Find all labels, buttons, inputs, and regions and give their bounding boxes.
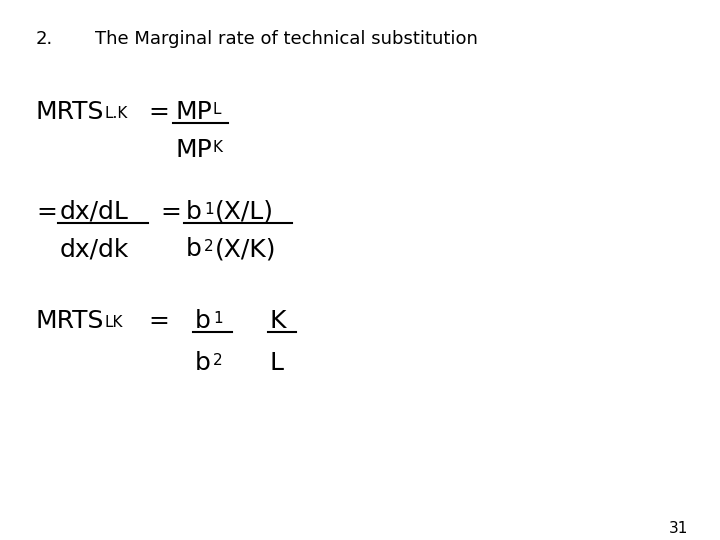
Text: dx/dL: dx/dL [60, 200, 129, 224]
Text: MP: MP [175, 100, 212, 124]
Text: The Marginal rate of technical substitution: The Marginal rate of technical substitut… [95, 30, 478, 48]
Text: 1: 1 [204, 201, 214, 217]
Text: LK: LK [105, 315, 124, 330]
Text: L: L [213, 102, 222, 117]
Text: 2.: 2. [36, 30, 53, 48]
Text: (X/L): (X/L) [215, 200, 274, 224]
Text: =: = [148, 100, 169, 124]
Text: L: L [270, 351, 284, 375]
Text: b: b [186, 200, 202, 224]
Text: =: = [148, 309, 169, 333]
Text: L.K: L.K [105, 106, 128, 121]
Text: 1: 1 [213, 312, 222, 326]
Text: dx/dk: dx/dk [60, 238, 130, 261]
Text: (X/K): (X/K) [215, 238, 276, 261]
Text: K: K [213, 140, 223, 154]
Text: MRTS: MRTS [36, 100, 104, 124]
Text: MP: MP [175, 138, 212, 161]
Text: b: b [195, 309, 211, 333]
Text: 2: 2 [204, 240, 214, 254]
Text: b: b [195, 351, 211, 375]
Text: 2: 2 [213, 353, 222, 368]
Text: MRTS: MRTS [36, 309, 104, 333]
Text: K: K [270, 309, 287, 333]
Text: =: = [160, 200, 181, 224]
Text: 31: 31 [669, 521, 688, 536]
Text: b: b [186, 238, 202, 261]
Text: =: = [36, 200, 57, 224]
